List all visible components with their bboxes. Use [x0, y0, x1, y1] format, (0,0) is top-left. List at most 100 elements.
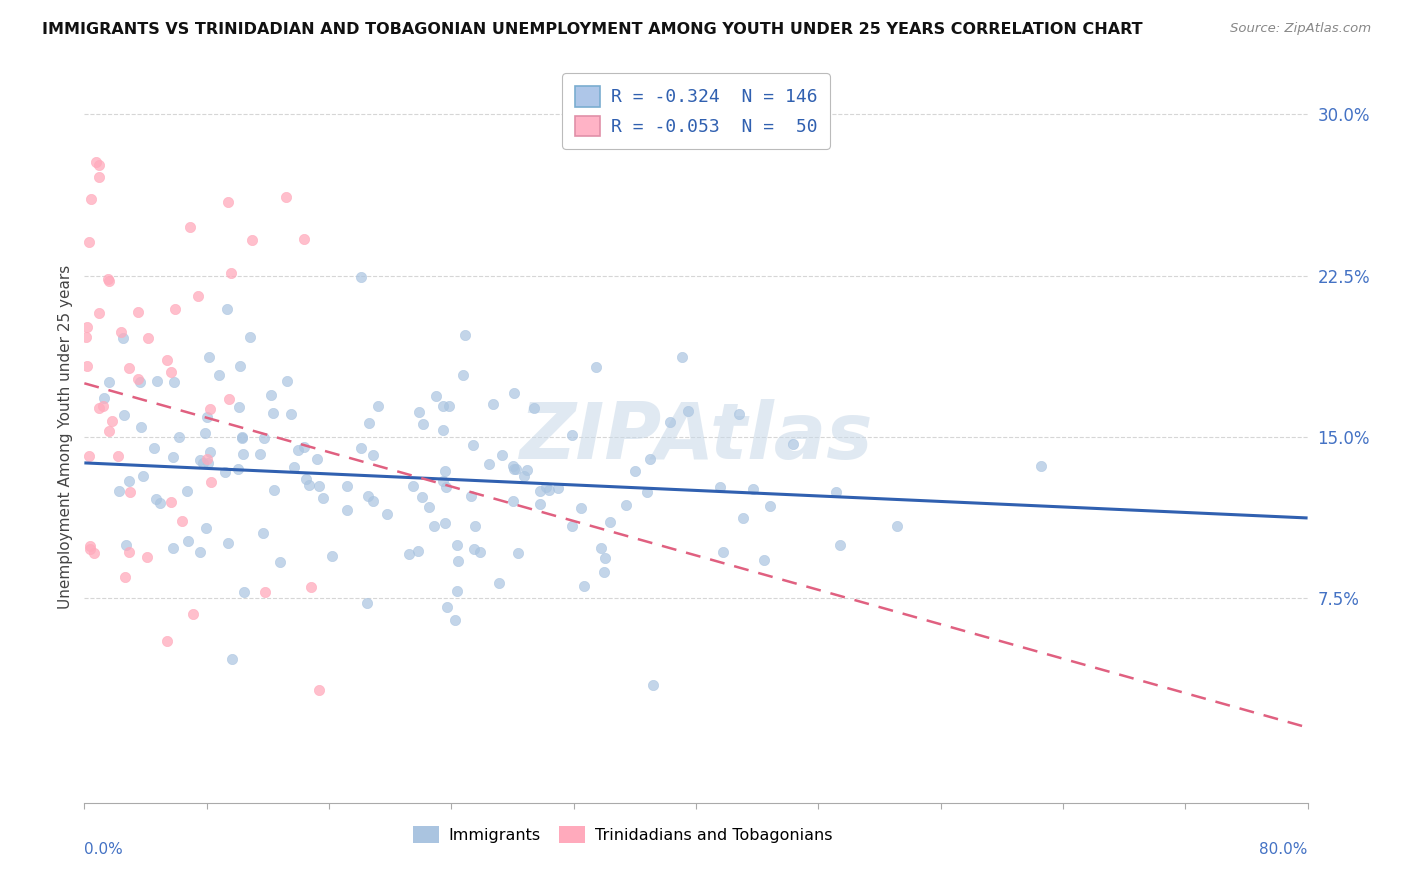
Point — [280, 407, 302, 421]
Point — [252, 525, 274, 540]
Point — [187, 289, 209, 303]
Point — [195, 451, 218, 466]
Point — [114, 570, 136, 584]
Point — [118, 474, 141, 488]
Point — [676, 404, 699, 418]
Point — [84, 154, 107, 169]
Point — [321, 549, 343, 563]
Point — [198, 402, 221, 417]
Point — [176, 484, 198, 499]
Point — [593, 565, 616, 579]
Point — [160, 365, 183, 379]
Point — [516, 463, 538, 477]
Point — [412, 417, 434, 432]
Point — [253, 432, 276, 446]
Point — [226, 461, 249, 475]
Point — [350, 441, 373, 455]
Y-axis label: Unemployment Among Youth under 25 years: Unemployment Among Youth under 25 years — [58, 265, 73, 609]
Point — [536, 480, 558, 494]
Point — [89, 401, 111, 415]
Point — [599, 515, 621, 529]
Point — [460, 489, 482, 503]
Point — [179, 219, 201, 234]
Point — [659, 416, 682, 430]
Point — [156, 634, 179, 648]
Point — [231, 431, 253, 445]
Point — [513, 469, 536, 483]
Text: 80.0%: 80.0% — [1260, 842, 1308, 856]
Point — [233, 585, 256, 599]
Point — [741, 482, 763, 496]
Point — [406, 544, 429, 558]
Point — [218, 392, 240, 406]
Point — [87, 170, 110, 185]
Point — [754, 552, 776, 566]
Point — [163, 301, 186, 316]
Point — [508, 546, 530, 560]
Point — [308, 479, 330, 493]
Point — [162, 541, 184, 556]
Point — [422, 519, 444, 533]
Point — [110, 325, 132, 339]
Point — [198, 444, 221, 458]
Point — [160, 495, 183, 509]
Point — [434, 464, 457, 478]
Point — [93, 392, 115, 406]
Text: Source: ZipAtlas.com: Source: ZipAtlas.com — [1230, 22, 1371, 36]
Point — [671, 350, 693, 364]
Point — [274, 190, 297, 204]
Point — [572, 579, 595, 593]
Point — [828, 538, 851, 552]
Point — [143, 441, 166, 455]
Point — [232, 447, 254, 461]
Point — [375, 507, 398, 521]
Point — [292, 440, 315, 454]
Point — [120, 485, 142, 500]
Point — [194, 426, 217, 441]
Point — [112, 408, 135, 422]
Point — [167, 430, 190, 444]
Point — [229, 359, 252, 374]
Point — [529, 484, 551, 499]
Point — [191, 456, 214, 470]
Point — [162, 375, 184, 389]
Point — [149, 496, 172, 510]
Point — [505, 461, 527, 475]
Point — [79, 449, 101, 463]
Point — [118, 545, 141, 559]
Point — [77, 235, 100, 250]
Point — [115, 538, 138, 552]
Point — [262, 406, 284, 420]
Point — [529, 497, 551, 511]
Point — [188, 545, 211, 559]
Point — [108, 484, 131, 499]
Point — [217, 536, 239, 550]
Point — [188, 453, 211, 467]
Point — [172, 515, 194, 529]
Point — [641, 678, 664, 692]
Point — [89, 158, 111, 172]
Point — [75, 330, 97, 344]
Point — [91, 399, 114, 413]
Point — [731, 511, 754, 525]
Point — [221, 652, 243, 666]
Point — [434, 480, 457, 494]
Point — [127, 305, 149, 319]
Point — [361, 493, 384, 508]
Point — [283, 460, 305, 475]
Point — [181, 607, 204, 622]
Point — [886, 519, 908, 533]
Point — [208, 368, 231, 382]
Point — [361, 448, 384, 462]
Point — [824, 484, 846, 499]
Point — [97, 376, 120, 390]
Point — [447, 554, 470, 568]
Point — [129, 419, 152, 434]
Point — [636, 484, 658, 499]
Point — [98, 424, 121, 438]
Point — [79, 541, 101, 556]
Point — [468, 544, 491, 558]
Point — [83, 546, 105, 560]
Point — [446, 538, 468, 552]
Text: 0.0%: 0.0% — [84, 842, 124, 856]
